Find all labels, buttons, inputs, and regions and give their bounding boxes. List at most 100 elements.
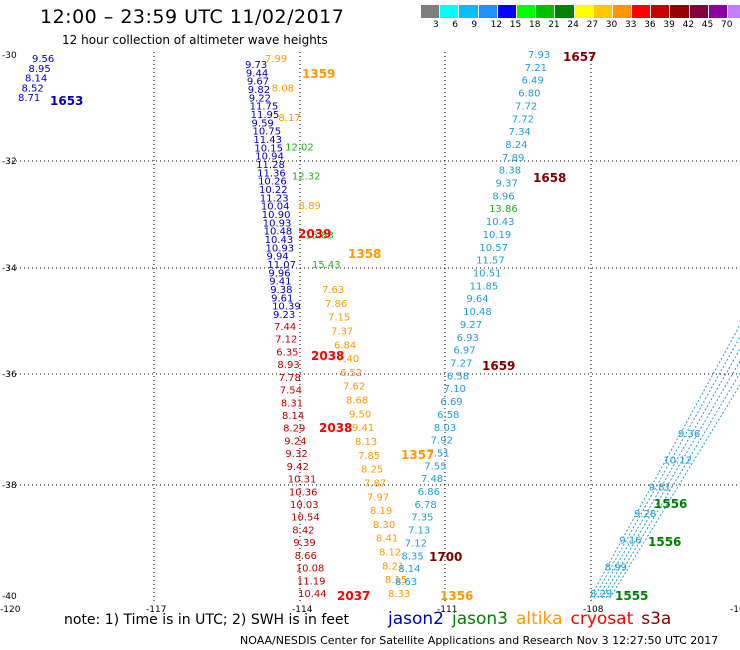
wave-height-value: 7.99: [265, 54, 287, 65]
legend-label: 3: [433, 20, 439, 30]
wave-height-value: 11.28: [256, 160, 285, 171]
legend-swatch: [728, 5, 740, 18]
lat-label: -38: [2, 481, 17, 491]
wave-height-value: 7.93: [528, 50, 550, 61]
wave-height-value: 6.58: [437, 410, 459, 421]
wave-height-value: 10.19: [483, 230, 512, 241]
legend-swatch: [459, 5, 479, 18]
wave-height-value: 11.36: [257, 168, 286, 179]
track-1556-dense-lines: [589, 324, 740, 599]
wave-height-value: 7.27: [450, 358, 472, 369]
wave-height-value: 7.87: [364, 478, 386, 489]
pass-time-label: 1359: [302, 67, 335, 81]
wave-height-value: 10.39: [272, 302, 301, 313]
lon-label: -120: [0, 605, 21, 615]
wave-height-value: 7.35: [411, 513, 433, 524]
wave-height-value: 8.14: [282, 411, 304, 422]
wave-height-value: 10.90: [262, 210, 291, 221]
legend-swatch: [593, 5, 613, 18]
pass-time-label: 2039: [298, 227, 331, 241]
wave-height-value: 8.52: [22, 83, 44, 94]
wave-height-value: 10.22: [259, 185, 288, 196]
wave-height-value: 9.28: [634, 509, 656, 520]
legend-label: 9: [471, 20, 478, 30]
wave-height-value: 8.38: [499, 166, 521, 177]
wave-height-value: 7.89: [502, 153, 524, 164]
satellite-jason3: jason3: [452, 609, 508, 629]
wave-height-value: 9.22: [249, 93, 271, 104]
wave-height-value: 7.12: [275, 335, 297, 346]
legend-swatch: [651, 5, 671, 18]
wave-height-value: 8.08: [272, 83, 294, 94]
wave-height-value: 7.63: [322, 285, 344, 296]
wave-height-value: 10.54: [291, 513, 320, 524]
wave-height-value: 8.63: [395, 577, 417, 588]
pass-time-label: 1556: [654, 497, 687, 511]
pass-time-label: 1555: [615, 589, 648, 603]
wave-height-value: 7.55: [424, 461, 446, 472]
pass-time-label: 2038: [311, 349, 344, 363]
wave-height-value: 9.32: [285, 449, 307, 460]
wave-height-value: 11.43: [253, 135, 282, 146]
pass-time-label: 1653: [50, 94, 83, 108]
wave-height-value: 7.78: [279, 373, 301, 384]
wave-height-value: 10.36: [289, 487, 318, 498]
wave-height-value: 11.75: [250, 102, 279, 113]
legend-label: 45: [701, 20, 714, 30]
legend-swatch: [670, 5, 690, 18]
pass-time-labels: 1653 1359 1657 1658 2039 1358 2038 1659 2038 1357…: [50, 50, 687, 603]
wave-height-value: 8.19: [370, 506, 392, 517]
lon-label: -105: [730, 605, 740, 615]
wave-height-value: 7.21: [525, 63, 547, 74]
wave-height-value: 8.95: [29, 64, 51, 75]
wave-height-value: 9.67: [247, 77, 269, 88]
wave-height-value: 6.49: [522, 76, 544, 87]
legend-label: 6: [452, 20, 458, 30]
wave-height-value: 9.23: [273, 310, 295, 321]
wave-height-value: 8.99: [605, 562, 627, 573]
wave-height-value: 9.96: [268, 268, 290, 279]
wave-height-value: 6.86: [418, 487, 440, 498]
wave-height-value: 7.37: [331, 326, 353, 337]
wave-height-value: 7.97: [367, 492, 389, 503]
lat-label: -34: [2, 264, 17, 274]
wave-height-value: 8.24: [505, 140, 527, 151]
wave-height-value: 8.89: [299, 201, 321, 212]
wave-height-value: 8.66: [295, 551, 317, 562]
wave-height-value: 10.48: [264, 227, 293, 238]
lon-label: -111: [437, 605, 457, 615]
wave-height-value: 6.69: [440, 397, 462, 408]
wave-height-value: 9.44: [246, 68, 268, 79]
wave-height-value: 7.15: [328, 313, 350, 324]
legend-label: 15: [509, 20, 522, 30]
track-1359: 7.99 8.08 8.17 12.02 12.32 8.89 15.83 15.43: [265, 54, 341, 271]
legend-swatch: [555, 5, 575, 18]
wave-height-value: 9.24: [284, 436, 306, 447]
wave-height-value: 8.93: [277, 360, 299, 371]
lat-label: -32: [2, 157, 17, 167]
wave-height-value: 8.17: [278, 113, 300, 124]
pass-time-label: 1657: [563, 50, 596, 64]
wave-height-value: 11.95: [251, 110, 280, 121]
wave-height-value: 10.93: [263, 218, 292, 229]
legend-label: 30: [605, 20, 618, 30]
wave-height-value: 8.14: [25, 74, 47, 85]
wave-height-value: 7.40: [337, 354, 359, 365]
wave-height-value: 8.30: [373, 520, 395, 531]
pass-time-label: 1700: [429, 550, 462, 564]
wave-height-value: 10.43: [265, 235, 294, 246]
altimeter-tracks: 9.568.958.148.528.717.998.088.1712.0212.…: [18, 50, 740, 600]
wave-height-value: 9.42: [287, 462, 309, 473]
satellite-legend: jason2 jason3 altika cryosat s3a: [388, 609, 679, 629]
map-note: note: 1) Time is in UTC; 2) SWH is in fe…: [64, 612, 350, 628]
legend-swatch: [478, 5, 498, 18]
wave-height-value: 9.81: [649, 482, 671, 493]
satellite-jason2: jason2: [388, 609, 444, 629]
wave-height-value: 6.35: [276, 347, 298, 358]
wave-height-value: 10.43: [486, 217, 515, 228]
wave-height-value: 8.12: [379, 548, 401, 559]
wave-height-value: 11.07: [267, 260, 296, 271]
pass-time-label: 1658: [533, 171, 566, 185]
